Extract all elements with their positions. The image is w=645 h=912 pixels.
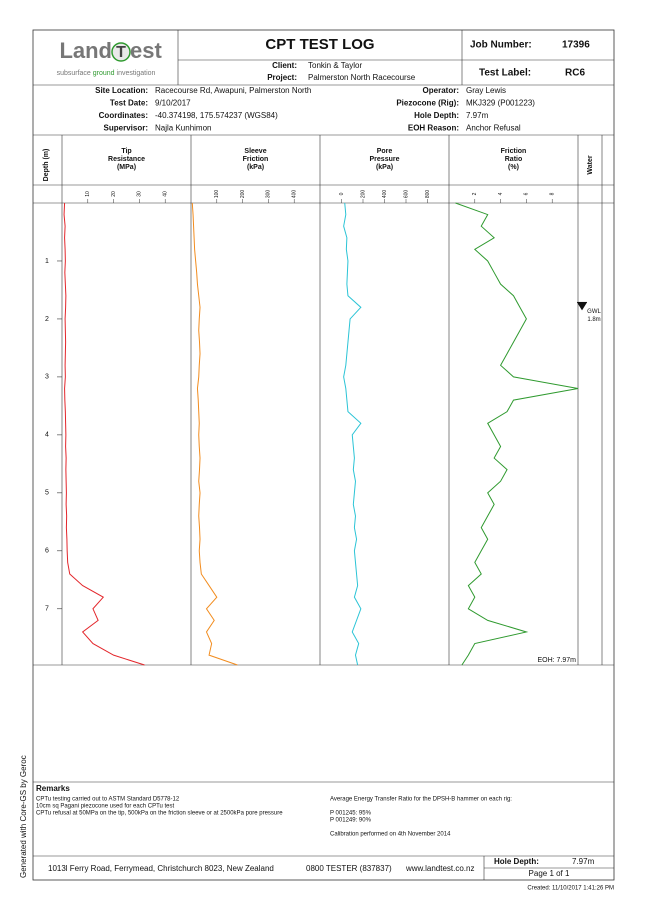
column-title: (%)	[508, 164, 519, 171]
x-tick-label: 6	[524, 192, 530, 195]
client-label: Client:	[272, 61, 297, 70]
depth-tick-label: 2	[45, 316, 49, 323]
x-tick-label: 4	[498, 192, 504, 195]
x-tick-label: 8	[550, 192, 556, 195]
info-label: Coordinates:	[99, 111, 148, 120]
remark-line: Calibration performed on 4th November 20…	[330, 832, 451, 838]
data-curve	[63, 202, 145, 666]
column-title: (kPa)	[376, 164, 393, 171]
info-value: 7.97m	[466, 111, 489, 120]
data-curve	[343, 202, 362, 666]
data-curve	[191, 202, 238, 666]
info-label: Site Location:	[95, 86, 148, 95]
created: Created: 11/10/2017 1:41:26 PM	[527, 886, 614, 892]
logo-word: Land	[59, 38, 112, 63]
info-value: 9/10/2017	[155, 99, 191, 108]
remark-line: CPTu testing carried out to ASTM Standar…	[36, 797, 180, 803]
depth-tick-label: 6	[45, 548, 49, 555]
logo-tagline-word: subsurface	[57, 70, 91, 77]
info-label: Supervisor:	[104, 124, 148, 133]
client: Tonkin & Taylor	[308, 61, 362, 70]
footer-phone: 0800 TESTER (837837)	[306, 864, 392, 873]
depth-tick-label: 4	[45, 432, 49, 439]
logo-tagline: subsurface ground investigation	[57, 70, 156, 77]
footer-website: www.landtest.co.nz	[405, 864, 474, 873]
logo-tagline-word: investigation	[117, 70, 156, 77]
remark-line: P 001245: 95%	[330, 811, 372, 817]
data-curve	[455, 202, 579, 666]
column-title: Tip	[121, 148, 131, 155]
x-tick-label: 20	[111, 191, 117, 197]
column-title: Ratio	[505, 156, 523, 163]
depth-tick-label: 3	[45, 374, 49, 381]
depth-tick-label: 5	[45, 490, 49, 497]
x-tick-label: 400	[292, 190, 298, 199]
column-title: Pressure	[370, 156, 400, 163]
info-label: Hole Depth:	[414, 111, 459, 120]
remark-line: Average Energy Transfer Ratio for the DP…	[330, 797, 512, 803]
info-label: Operator:	[423, 86, 459, 95]
column-title: (kPa)	[247, 164, 264, 171]
logo-tagline-word: ground	[93, 70, 115, 77]
logo-mark: T	[116, 44, 126, 61]
eoh-label: EOH: 7.97m	[537, 657, 576, 664]
logo-word: est	[130, 38, 162, 63]
x-tick-label: 200	[240, 190, 246, 199]
title: CPT TEST LOG	[265, 36, 374, 53]
info-value: MKJ329 (P001223)	[466, 99, 535, 108]
job-number: 17396	[562, 40, 590, 51]
remarks-title: Remarks	[36, 784, 70, 793]
test-label-label: Test Label:	[479, 68, 531, 79]
x-tick-label: 400	[382, 190, 388, 199]
column-title: Friction	[501, 148, 527, 155]
gwl-marker	[577, 302, 587, 311]
footer-address: 1013l Ferry Road, Ferrymead, Christchurc…	[48, 864, 274, 873]
info-label: Piezocone (Rig):	[396, 99, 459, 108]
column-title: Pore	[377, 148, 393, 155]
gwl-depth-label: 1.8m	[587, 317, 600, 323]
info-value: Racecourse Rd, Awapuni, Palmerston North	[155, 86, 311, 95]
hole-depth-label: Hole Depth:	[494, 857, 539, 866]
page-frame	[32, 29, 615, 881]
x-tick-label: 40	[163, 191, 169, 197]
column-title: Sleeve	[244, 148, 266, 155]
x-tick-label: 300	[266, 190, 272, 199]
x-tick-label: 100	[214, 190, 220, 199]
x-tick-label: 10	[85, 191, 91, 197]
x-tick-label: 2	[472, 192, 478, 195]
water-title: Water	[587, 155, 594, 174]
gwl-label: GWL	[587, 309, 601, 315]
x-tick-label: 200	[360, 190, 366, 199]
depth-axis-label: Depth (m)	[43, 149, 50, 182]
x-tick-label: 800	[425, 190, 431, 199]
column-title: Friction	[243, 156, 269, 163]
hole-depth: 7.97m	[572, 857, 595, 866]
page-number: Page 1 of 1	[529, 869, 570, 878]
info-value: Anchor Refusal	[466, 124, 521, 133]
column-title: Resistance	[108, 156, 145, 163]
x-tick-label: 600	[403, 190, 409, 199]
remark-line: P 001249: 90%	[330, 818, 372, 824]
remark-line: CPTu refusal at 50MPa on the tip, 500kPa…	[36, 811, 283, 817]
logo-circle	[111, 42, 131, 62]
x-tick-label: 30	[137, 191, 143, 197]
info-value: Najla Kunhimon	[155, 124, 211, 133]
info-label: Test Date:	[110, 99, 148, 108]
info-value: -40.374198, 175.574237 (WGS84)	[155, 111, 278, 120]
test-label: RC6	[565, 68, 585, 79]
remark-line: 10cm sq Pagani piezocone used for each C…	[36, 804, 175, 810]
info-label: EOH Reason:	[408, 124, 459, 133]
info-value: Gray Lewis	[466, 86, 506, 95]
project-label: Project:	[267, 73, 297, 82]
column-title: (MPa)	[117, 164, 136, 171]
depth-tick-label: 1	[45, 258, 49, 265]
job-number-label: Job Number:	[470, 40, 532, 51]
side-text: Generated with Core-GS by Geroc	[19, 755, 28, 878]
x-tick-label: 0	[339, 192, 345, 195]
project: Palmerston North Racecourse	[308, 73, 416, 82]
depth-tick-label: 7	[45, 606, 49, 613]
